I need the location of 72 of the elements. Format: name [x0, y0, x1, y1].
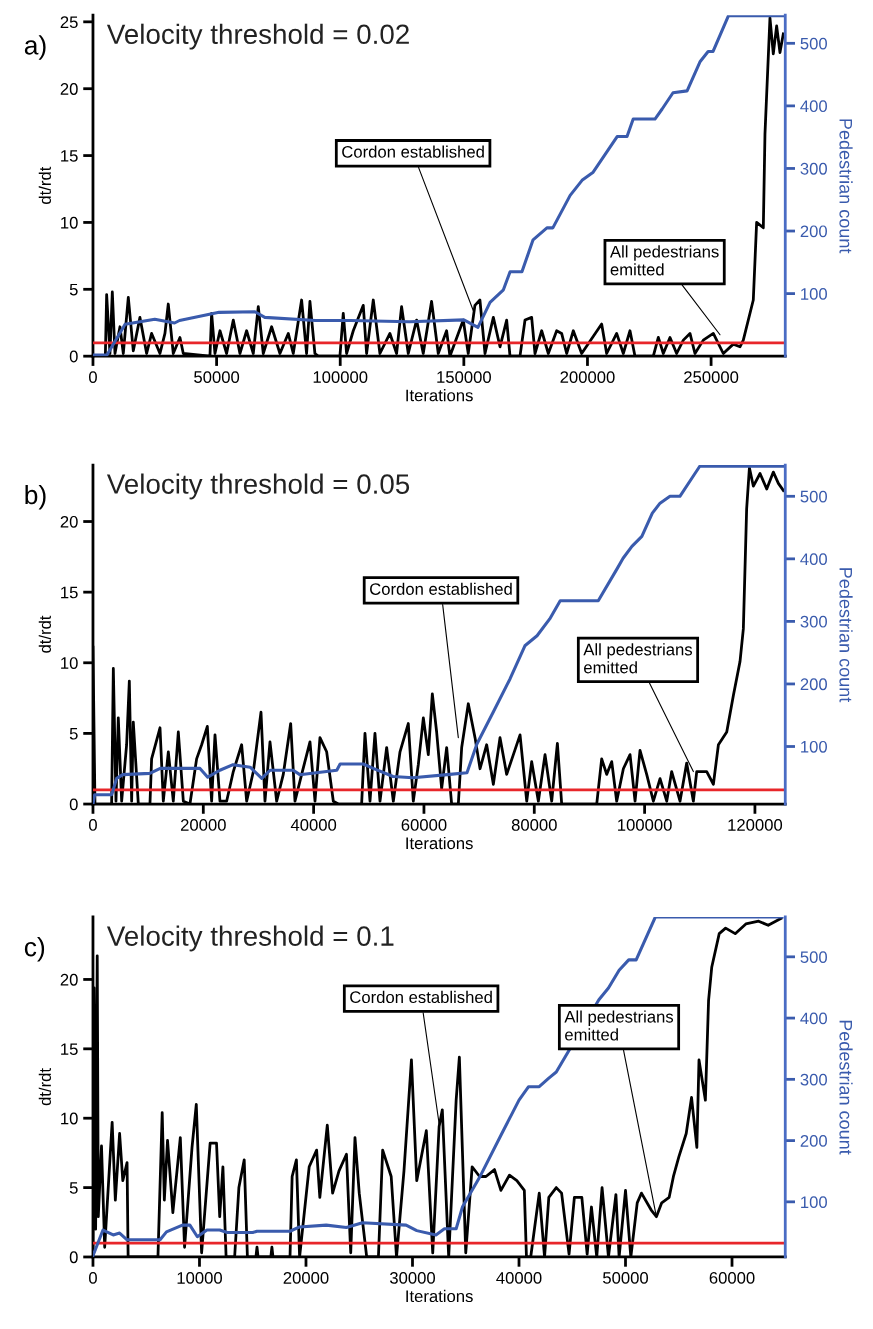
y2-tick-label: 500	[800, 37, 827, 50]
y-axis-title: dt/rdt	[38, 166, 51, 204]
y-tick-label: 5	[69, 727, 78, 740]
x-axis-title: Iterations	[406, 1289, 473, 1303]
y2-tick-label: 500	[800, 490, 827, 503]
y-tick-label: 15	[61, 586, 78, 599]
y-tick-label: 10	[61, 657, 78, 669]
y-tick-label: 25	[60, 16, 78, 29]
x-tick-label: 20000	[180, 819, 226, 831]
y2-tick-label: 100	[801, 288, 827, 300]
y-tick-label: 10	[61, 216, 78, 229]
chart-title: Velocity threshold = 0.05	[106, 473, 410, 500]
x-tick-label: 150000	[437, 371, 491, 383]
annotation: Cordon established	[370, 582, 512, 595]
y2-tick-label: 200	[800, 1134, 827, 1147]
x-tick-label: 50000	[603, 1271, 649, 1284]
y2-tick-label: 200	[800, 225, 827, 238]
y-axis-title: dt/rdt	[38, 1068, 51, 1106]
x-tick-label: 120000	[728, 819, 783, 831]
x-tick-label: 20000	[283, 1271, 329, 1284]
y2-tick-label: 500	[800, 951, 827, 964]
x-tick-label: 100000	[618, 819, 672, 831]
y-tick-label: 20	[60, 973, 78, 986]
y-tick-label: 10	[61, 1112, 78, 1125]
y-tick-label: 20	[60, 83, 78, 95]
y-tick-label: 15	[61, 150, 78, 162]
chart-title: Velocity threshold = 0.02	[106, 23, 409, 50]
y2-tick-label: 400	[800, 553, 827, 566]
x-tick-label: 60000	[709, 1271, 755, 1284]
x-tick-label: 50000	[194, 371, 240, 383]
annotation: All pedestrians emitted	[583, 643, 693, 674]
x-tick-label: 0	[88, 1271, 97, 1284]
y-tick-label: 0	[69, 798, 78, 811]
annotation: Cordon established	[342, 145, 484, 158]
x-tick-label: 60000	[401, 819, 447, 831]
y2-tick-label: 200	[800, 678, 827, 691]
y2-tick-label: 300	[800, 615, 827, 628]
x-tick-label: 200000	[560, 371, 615, 383]
y2-tick-label: 300	[800, 1073, 827, 1086]
y2-axis-title: Pedestrian count	[839, 1020, 853, 1155]
y-tick-label: 5	[69, 283, 78, 296]
y2-tick-label: 100	[801, 1196, 827, 1209]
y2-tick-label: 300	[800, 162, 827, 175]
x-axis-title: Iterations	[406, 836, 473, 850]
x-tick-label: 250000	[684, 371, 739, 383]
x-tick-label: 0	[88, 371, 97, 383]
y-tick-label: 0	[69, 350, 78, 363]
annotation: All pedestrians emitted	[609, 245, 719, 276]
y2-axis-title: Pedestrian count	[839, 568, 853, 703]
x-tick-label: 100000	[313, 371, 368, 383]
text: b)	[25, 484, 46, 510]
chart-title: Velocity threshold = 0.1	[106, 925, 394, 952]
y2-tick-label: 100	[801, 740, 827, 753]
y-tick-label: 0	[69, 1251, 78, 1264]
x-tick-label: 30000	[389, 1271, 436, 1284]
annotation: All pedestrians emitted	[564, 1010, 674, 1041]
x-tick-label: 40000	[290, 819, 337, 831]
y2-tick-label: 400	[800, 1012, 827, 1025]
x-tick-label: 80000	[511, 819, 557, 831]
x-tick-label: 40000	[496, 1271, 542, 1284]
x-axis-title: Iterations	[406, 389, 473, 402]
y2-axis-title: Pedestrian count	[839, 119, 853, 254]
text: c)	[24, 937, 45, 962]
y2-tick-label: 400	[800, 100, 827, 113]
y-tick-label: 15	[61, 1043, 78, 1056]
y-axis-title: dt/rdt	[38, 615, 51, 653]
text: a)	[24, 35, 46, 60]
x-tick-label: 10000	[177, 1271, 222, 1284]
annotation: Cordon established	[350, 990, 492, 1004]
y-tick-label: 20	[60, 515, 78, 528]
x-tick-label: 0	[88, 819, 97, 831]
y-tick-label: 5	[69, 1182, 78, 1194]
